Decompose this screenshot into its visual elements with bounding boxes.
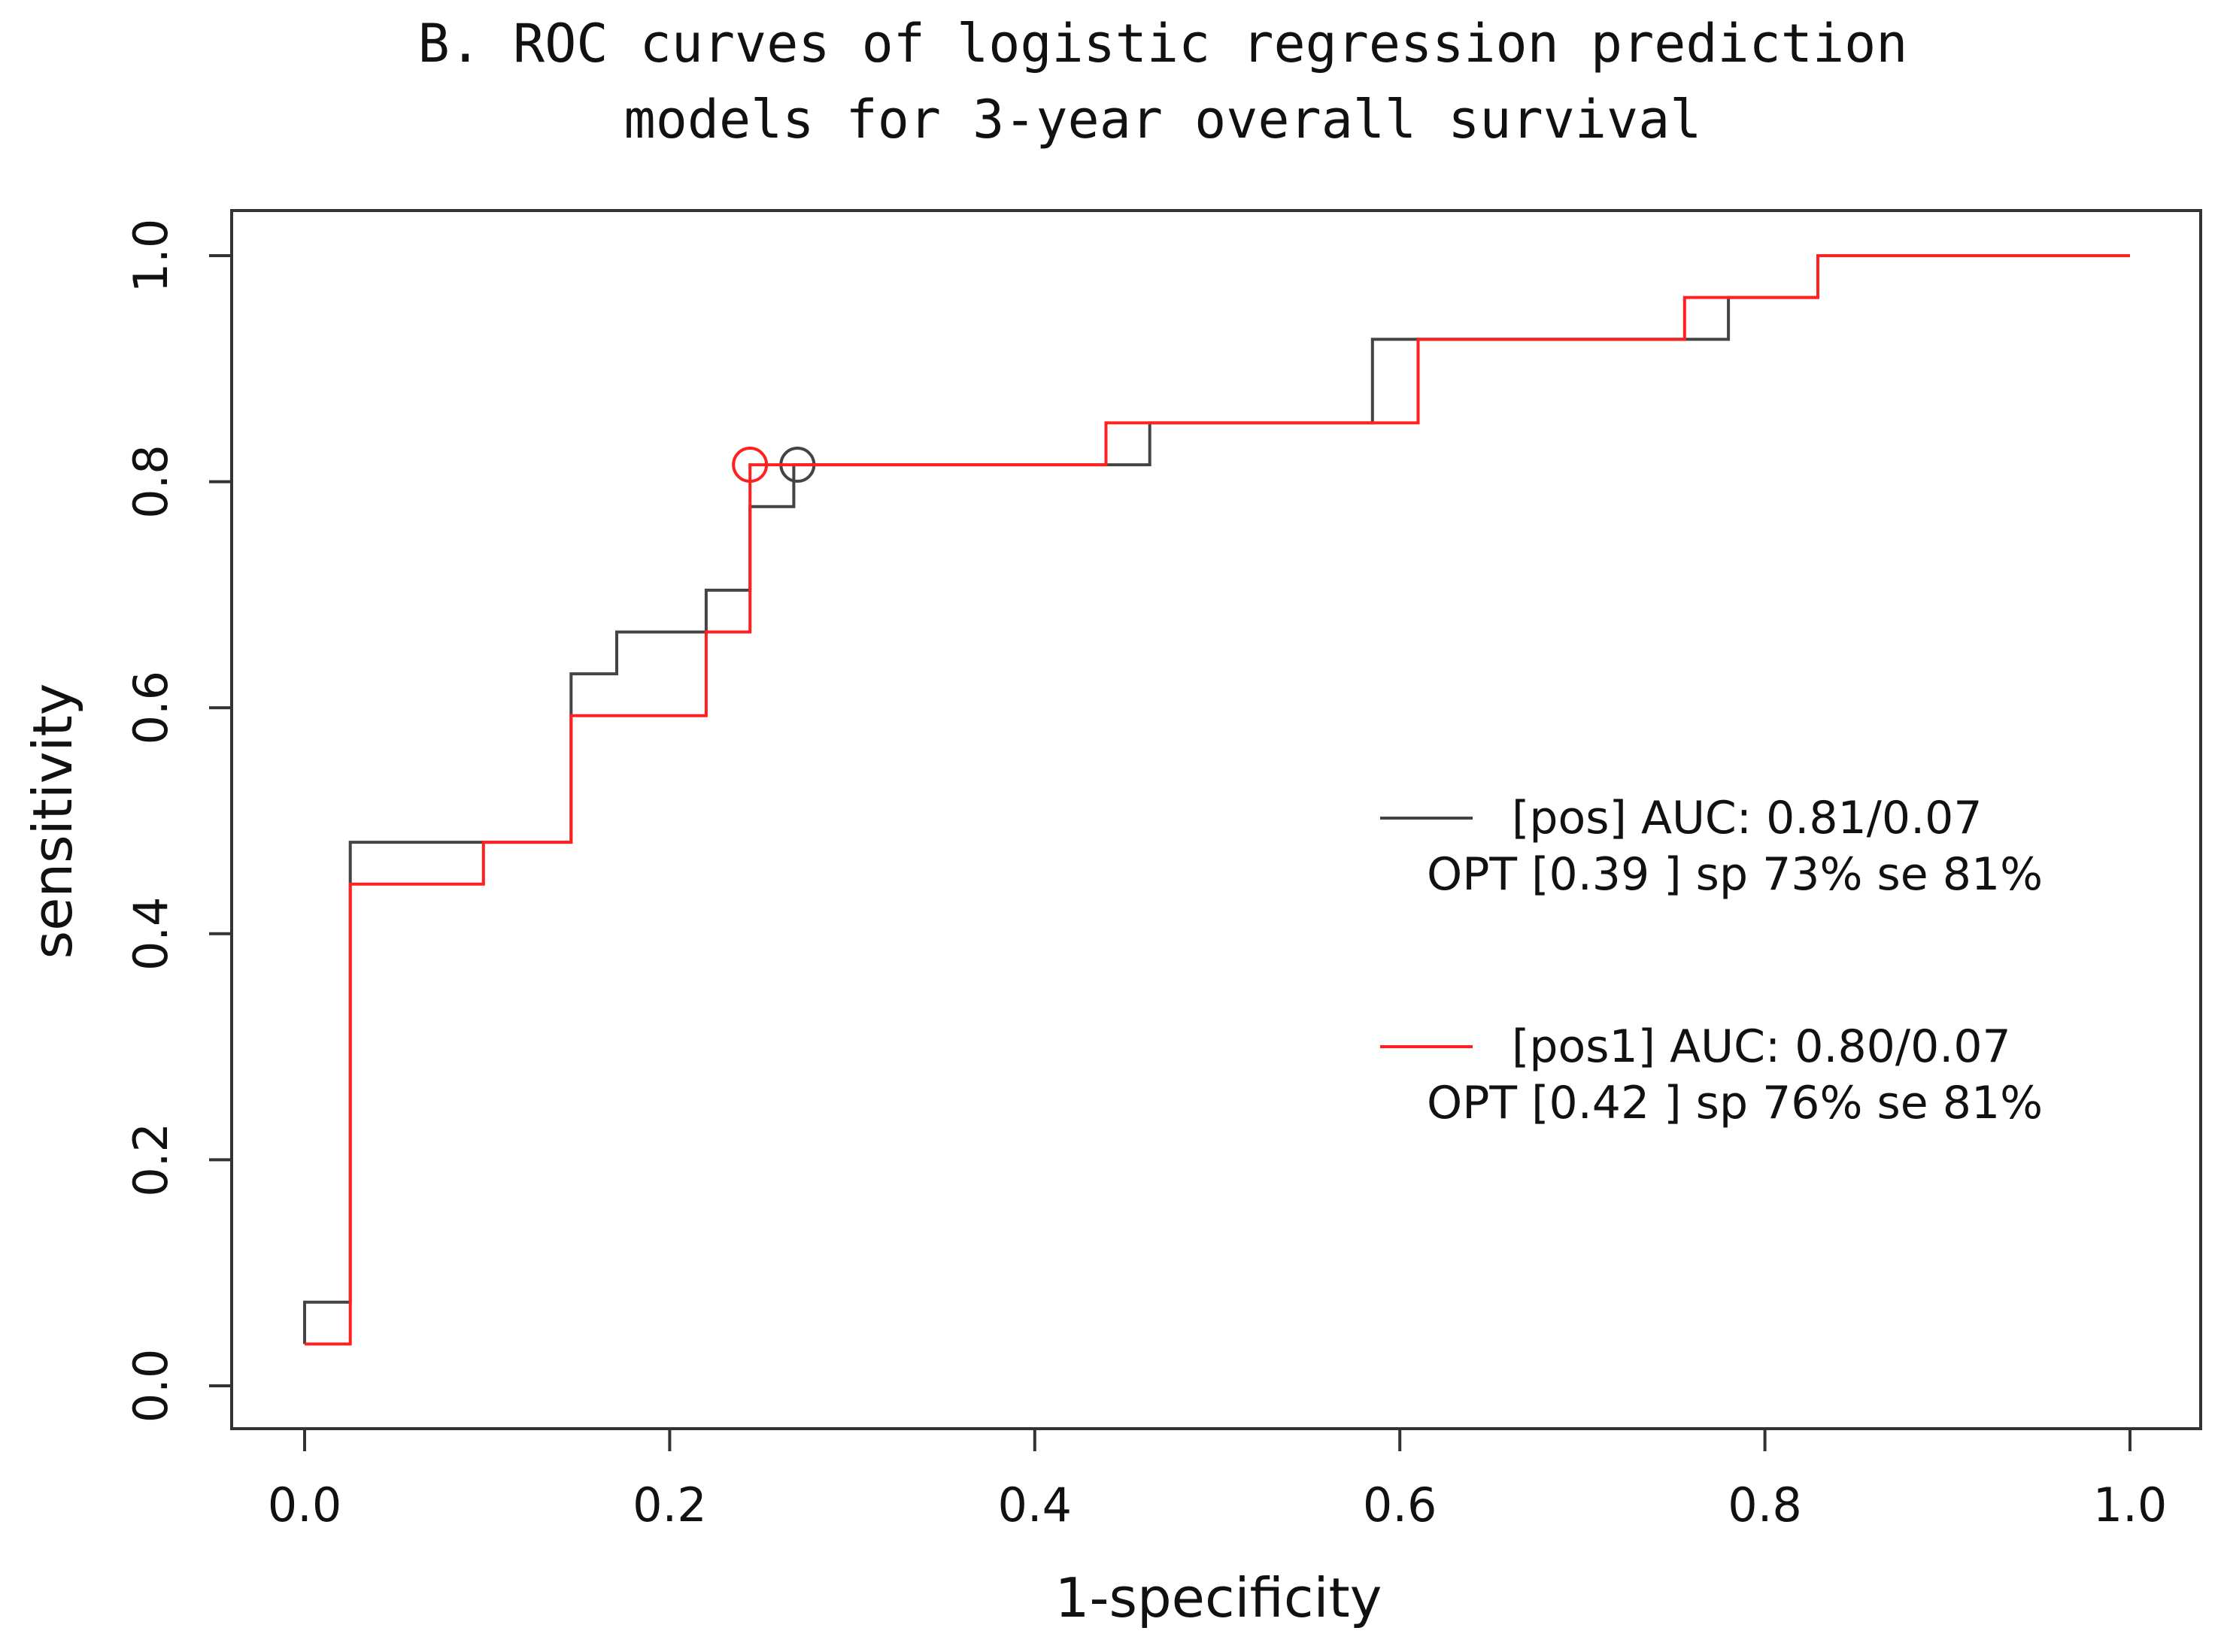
y-tick-label: 0.4 [123, 896, 178, 971]
x-axis: 0.0 0.2 0.4 0.6 0.8 1.0 [268, 1427, 2168, 1532]
y-tick-label: 0.0 [123, 1349, 178, 1423]
x-tick-label: 0.4 [997, 1478, 1072, 1532]
legend-pos1-line1: [pos1] AUC: 0.80/0.07 [1512, 1020, 2011, 1073]
series-layer [303, 254, 2130, 1346]
legend-pos-line2: OPT [0.39 ] sp 73% se 81% [1427, 848, 2043, 901]
legend-pos-line1: [pos] AUC: 0.81/0.07 [1512, 792, 1983, 844]
y-tick-label: 1.0 [123, 219, 178, 293]
optimal-point-pos1 [732, 447, 769, 483]
y-axis: 0.0 0.2 0.4 0.6 0.8 1.0 [123, 219, 233, 1423]
y-tick-label: 0.8 [123, 444, 178, 519]
legend-pos1-line2: OPT [0.42 ] sp 76% se 81% [1427, 1077, 2043, 1129]
legend: [pos] AUC: 0.81/0.07 OPT [0.39 ] sp 73% … [1380, 792, 2043, 1129]
y-axis-label: sensitivity [21, 684, 84, 959]
x-tick-label: 0.2 [633, 1478, 707, 1532]
chart-title-line1: B. ROC curves of logistic regression pre… [418, 13, 1908, 74]
x-tick-label: 1.0 [2093, 1478, 2168, 1532]
y-tick-label: 0.2 [123, 1123, 178, 1197]
x-tick-label: 0.8 [1728, 1478, 1802, 1532]
chart-title-line2: models for 3-year overall survival [624, 89, 1702, 150]
x-tick-label: 0.6 [1363, 1478, 1437, 1532]
roc-curve-pos1 [305, 254, 2130, 1346]
x-tick-label: 0.0 [268, 1478, 342, 1532]
y-tick-label: 0.6 [123, 671, 178, 745]
x-axis-label: 1-specificity [1055, 1566, 1382, 1629]
